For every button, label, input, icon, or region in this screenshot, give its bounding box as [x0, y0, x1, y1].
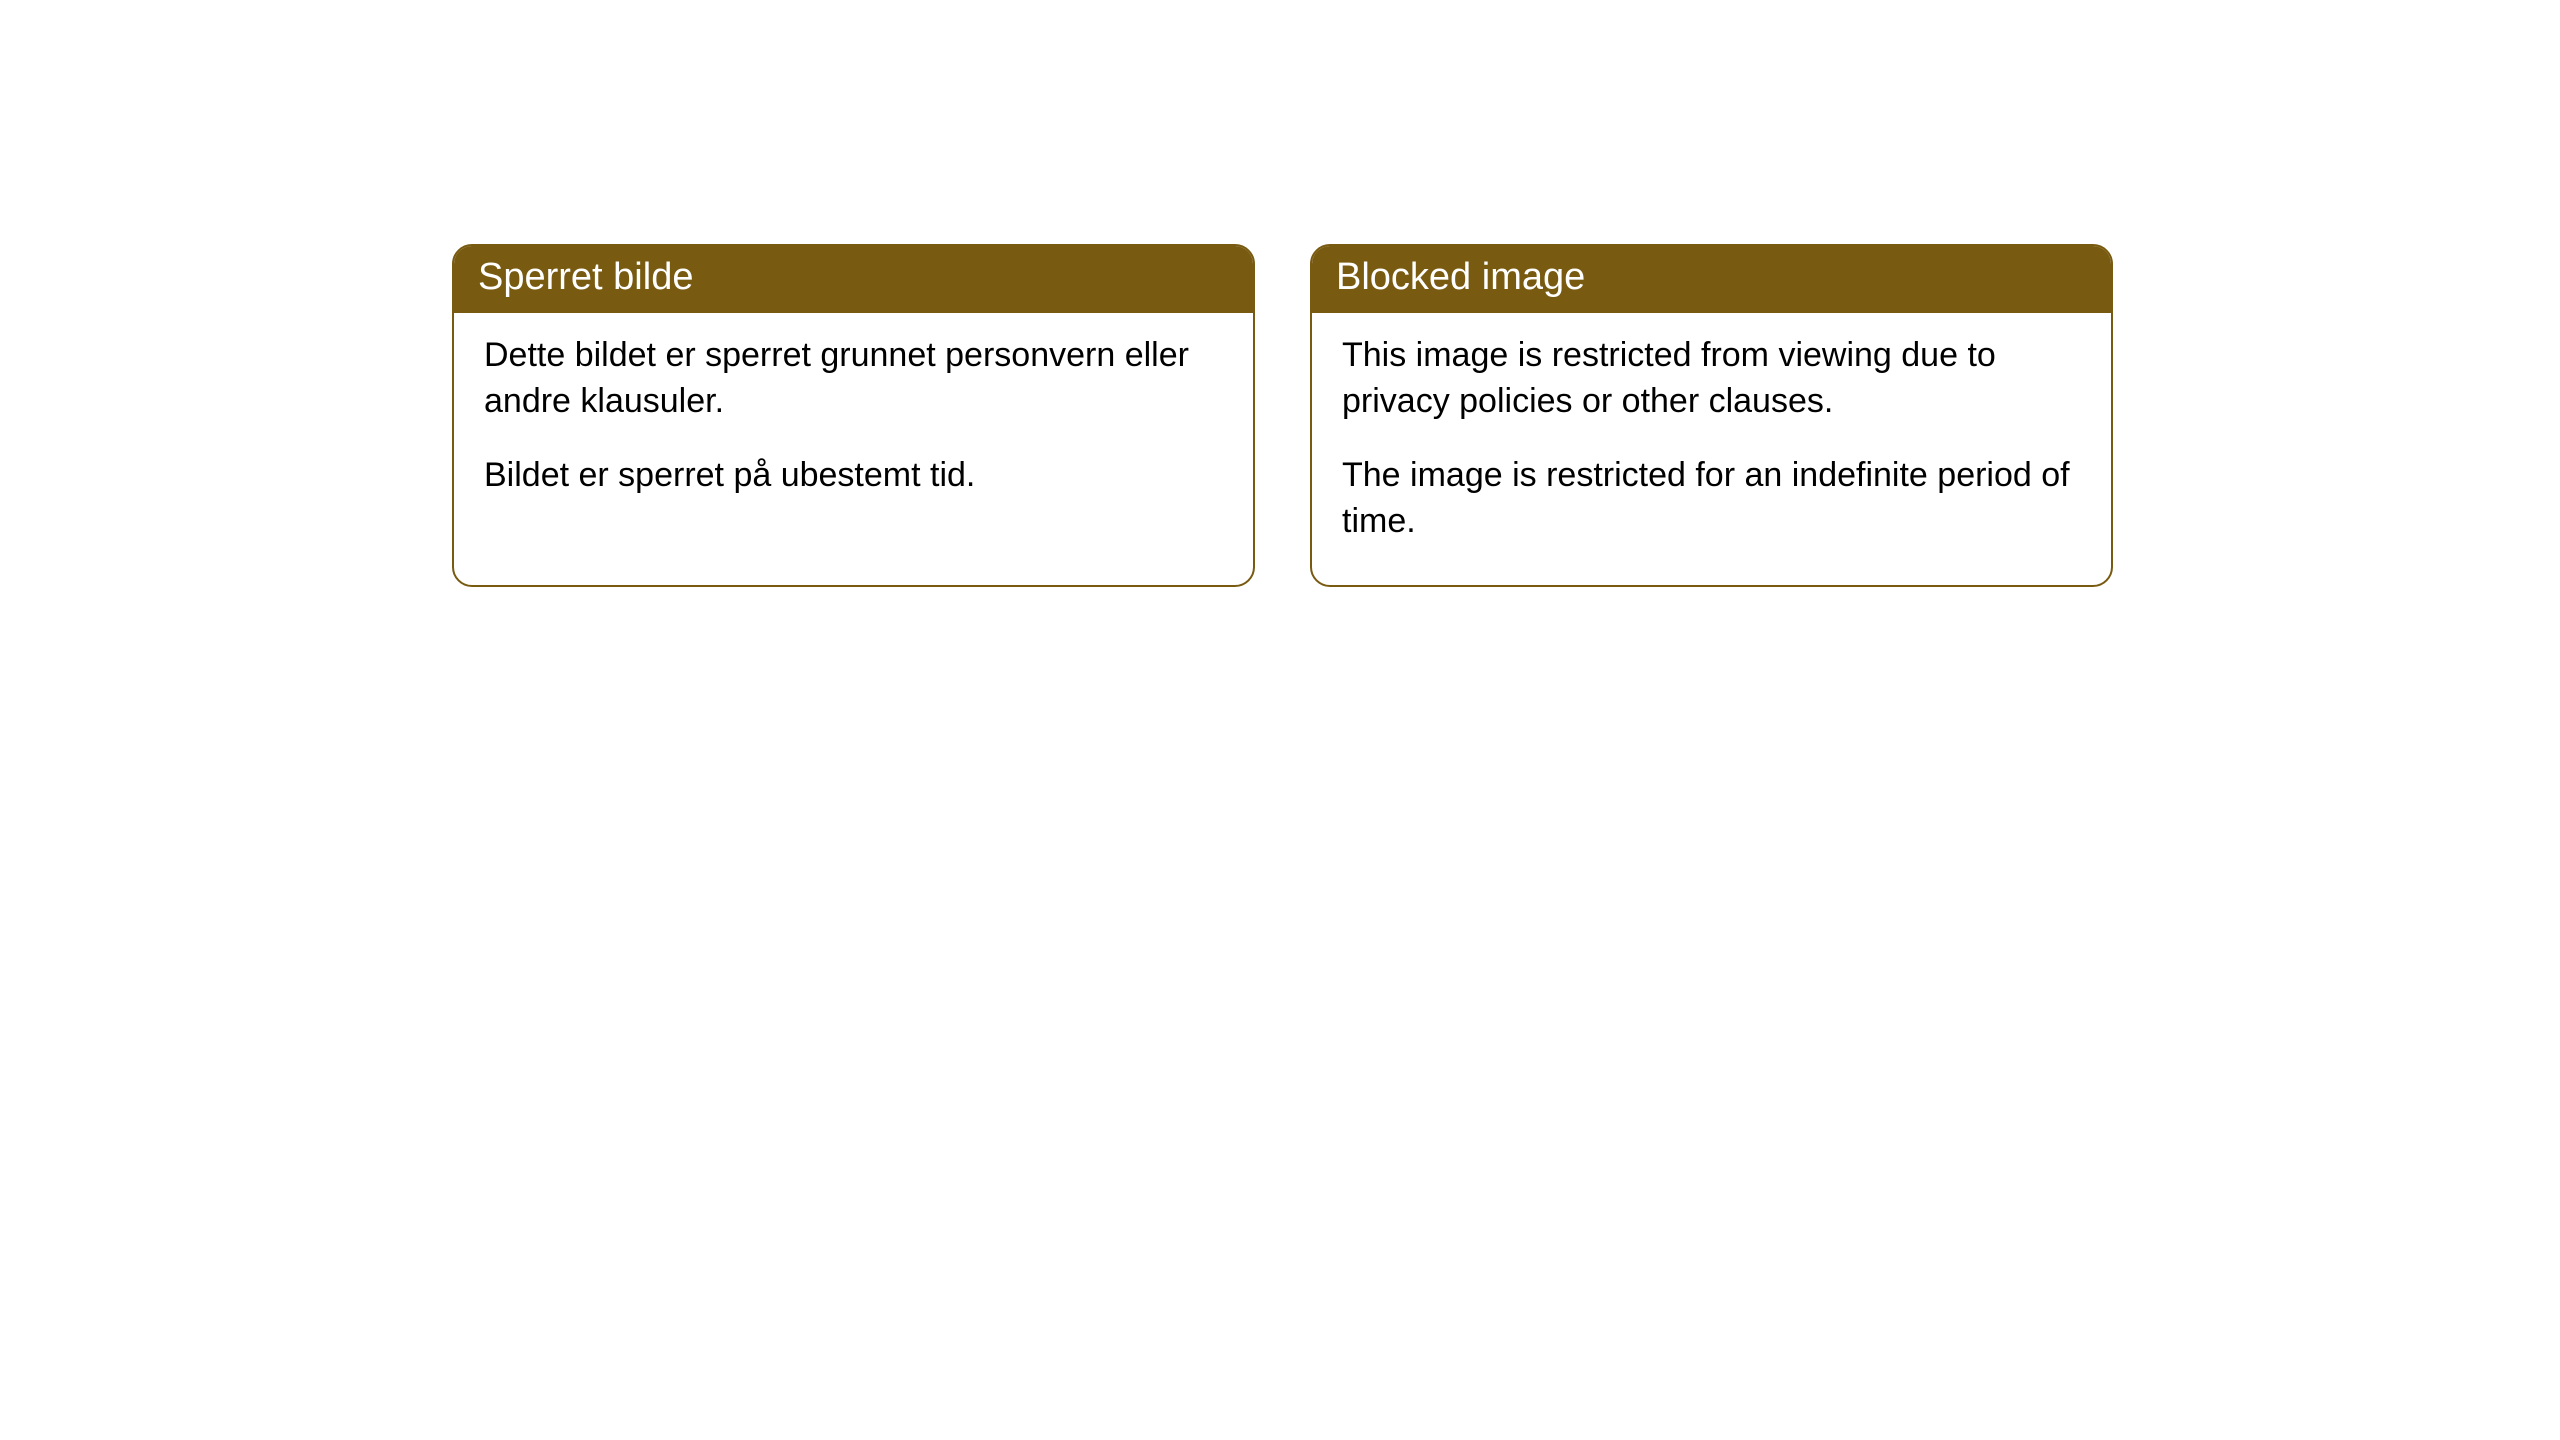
card-header: Blocked image	[1312, 246, 2111, 313]
card-paragraph: This image is restricted from viewing du…	[1342, 333, 2081, 425]
card-body: Dette bildet er sperret grunnet personve…	[454, 313, 1253, 539]
cards-container: Sperret bilde Dette bildet er sperret gr…	[0, 0, 2560, 587]
blocked-image-card-no: Sperret bilde Dette bildet er sperret gr…	[452, 244, 1255, 587]
blocked-image-card-en: Blocked image This image is restricted f…	[1310, 244, 2113, 587]
card-body: This image is restricted from viewing du…	[1312, 313, 2111, 585]
card-header: Sperret bilde	[454, 246, 1253, 313]
card-paragraph: Bildet er sperret på ubestemt tid.	[484, 453, 1223, 499]
card-paragraph: Dette bildet er sperret grunnet personve…	[484, 333, 1223, 425]
card-paragraph: The image is restricted for an indefinit…	[1342, 453, 2081, 545]
